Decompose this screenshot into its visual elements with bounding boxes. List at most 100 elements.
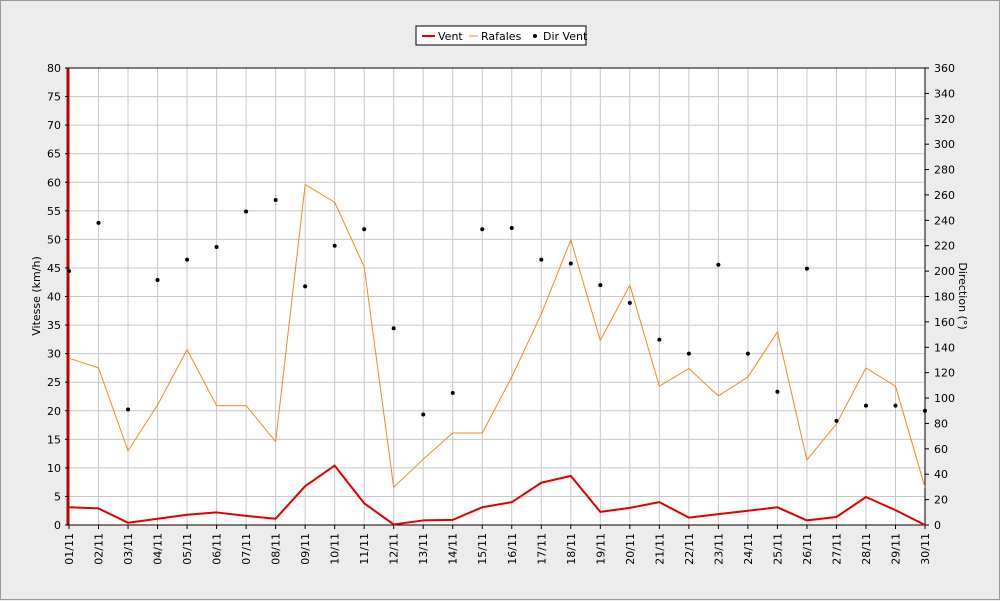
y-axis-label-right: Direction (°) (956, 262, 969, 329)
point-dir-vent (509, 225, 514, 230)
y-tick-label-right: 20 (934, 494, 948, 507)
y-tick-label-right: 160 (934, 316, 955, 329)
x-tick-label: 26/11 (801, 533, 814, 565)
point-dir-vent (273, 198, 278, 203)
x-tick-label: 23/11 (712, 533, 725, 565)
point-dir-vent (303, 284, 308, 289)
right-axis: 0 20 40 60 80 100 120 140 160 180 200 220 240 260 280 3… (925, 62, 955, 532)
point-dir-vent (745, 351, 750, 356)
point-dir-vent (775, 389, 780, 394)
y-tick-label: 15 (47, 433, 61, 446)
x-tick-label: 10/11 (329, 533, 342, 565)
x-tick-label: 17/11 (535, 533, 548, 565)
point-dir-vent (332, 243, 337, 248)
point-dir-vent (539, 257, 544, 262)
y-tick-label-right: 300 (934, 138, 955, 151)
legend-label-vent: Vent (438, 30, 463, 43)
point-dir-vent (126, 407, 131, 412)
point-dir-vent (804, 266, 809, 271)
point-dir-vent (421, 412, 426, 417)
x-tick-label: 11/11 (358, 533, 371, 565)
x-tick-label: 25/11 (771, 533, 784, 565)
point-dir-vent (893, 403, 898, 408)
legend-swatch-dir-vent (533, 34, 537, 38)
y-tick-label-right: 60 (934, 443, 948, 456)
x-tick-label: 24/11 (742, 533, 755, 565)
legend-label-dir-vent: Dir Vent (543, 30, 588, 43)
x-tick-label: 21/11 (653, 533, 666, 565)
legend-label-rafales: Rafales (481, 30, 522, 43)
y-tick-label-right: 240 (934, 214, 955, 227)
y-tick-label: 20 (47, 405, 61, 418)
point-dir-vent (155, 277, 160, 282)
x-tick-label: 04/11 (152, 533, 165, 565)
x-tick-label: 08/11 (270, 533, 283, 565)
point-dir-vent (67, 269, 71, 274)
x-tick-label: 18/11 (565, 533, 578, 565)
point-dir-vent (716, 262, 721, 267)
line-rafales (68, 184, 926, 488)
legend: Vent Rafales Dir Vent (415, 25, 588, 46)
x-tick-label: 02/11 (93, 533, 106, 565)
point-dir-vent (214, 244, 219, 249)
y-tick-label: 80 (47, 62, 61, 75)
y-tick-label-right: 340 (934, 87, 955, 100)
y-tick-label: 45 (47, 262, 61, 275)
y-tick-label: 60 (47, 176, 61, 189)
legend-box (415, 25, 587, 46)
y-tick-label: 0 (54, 519, 61, 532)
x-tick-label: 16/11 (506, 533, 519, 565)
point-dir-vent (185, 257, 190, 262)
y-tick-label-right: 80 (934, 417, 948, 430)
x-tick-label: 03/11 (122, 533, 135, 565)
y-tick-label-right: 40 (934, 468, 948, 481)
point-dir-vent (362, 227, 367, 232)
series-layer (67, 184, 927, 526)
x-tick-label: 12/11 (388, 533, 401, 565)
point-dir-vent (923, 408, 927, 413)
y-tick-label-right: 140 (934, 341, 955, 354)
y-tick-label: 40 (47, 291, 61, 304)
x-axis: 01/11 02/11 03/11 04/11 05/11 06/11 07/11 08/11… (63, 525, 932, 565)
y-tick-label-right: 180 (934, 291, 955, 304)
y-tick-label-right: 120 (934, 367, 955, 380)
point-dir-vent (244, 209, 249, 214)
x-tick-label: 22/11 (683, 533, 696, 565)
y-tick-label: 65 (47, 148, 61, 161)
y-tick-label: 10 (47, 462, 61, 475)
point-dir-vent (568, 261, 573, 266)
point-dir-vent (480, 227, 485, 232)
point-dir-vent (96, 220, 101, 225)
x-tick-label: 29/11 (889, 533, 902, 565)
x-tick-label: 27/11 (830, 533, 843, 565)
y-tick-label-right: 220 (934, 240, 955, 253)
y-tick-label-right: 360 (934, 62, 955, 75)
y-tick-label: 35 (47, 319, 61, 332)
y-tick-label: 55 (47, 205, 61, 218)
y-tick-label: 75 (47, 91, 61, 104)
x-tick-label: 01/11 (63, 533, 76, 565)
y-tick-label-right: 200 (934, 265, 955, 278)
point-dir-vent (627, 300, 632, 305)
y-tick-label: 30 (47, 348, 61, 361)
x-tick-label: 06/11 (211, 533, 224, 565)
point-dir-vent (657, 337, 662, 342)
point-dir-vent (450, 390, 455, 395)
y-tick-label: 25 (47, 376, 61, 389)
x-tick-label: 14/11 (447, 533, 460, 565)
x-tick-label: 30/11 (919, 533, 932, 565)
point-dir-vent (834, 418, 839, 423)
x-tick-label: 07/11 (240, 533, 253, 565)
point-dir-vent (598, 283, 603, 288)
y-tick-label: 5 (54, 490, 61, 503)
x-tick-label: 15/11 (476, 533, 489, 565)
point-dir-vent (686, 351, 691, 356)
x-tick-label: 05/11 (181, 533, 194, 565)
x-tick-label: 28/11 (860, 533, 873, 565)
x-tick-label: 20/11 (624, 533, 637, 565)
y-tick-label-right: 320 (934, 113, 955, 126)
y-tick-label: 50 (47, 233, 61, 246)
point-dir-vent (391, 326, 396, 331)
y-tick-label-right: 260 (934, 189, 955, 202)
